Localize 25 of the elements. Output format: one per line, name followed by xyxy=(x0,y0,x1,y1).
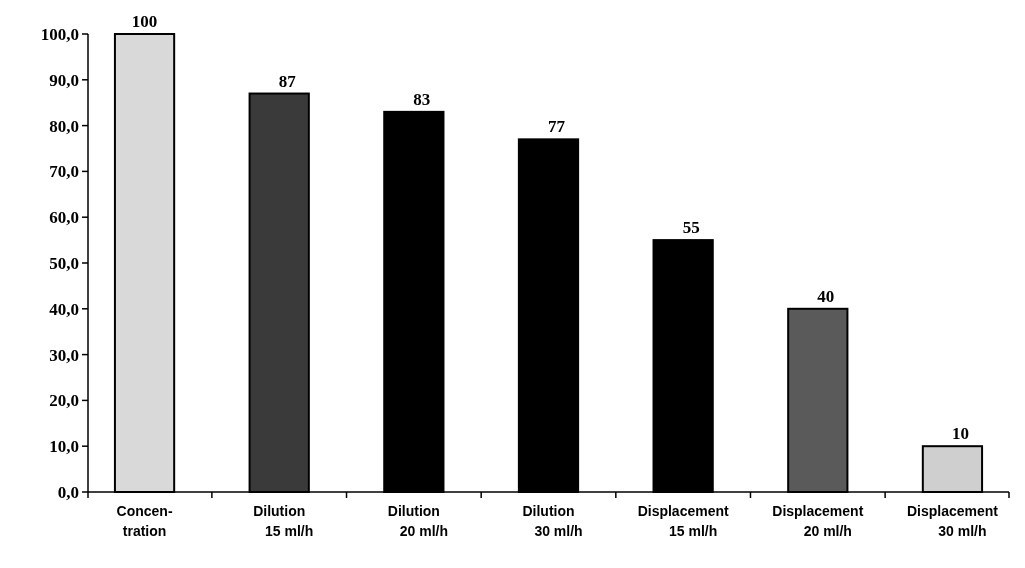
y-tick-label: 50,0 xyxy=(49,253,79,273)
x-tick-label: Concen- tration xyxy=(116,503,173,539)
y-tick-label: 100,0 xyxy=(40,24,79,44)
data-label: 10 xyxy=(951,424,969,444)
data-label: 55 xyxy=(682,218,700,238)
data-label: 87 xyxy=(278,71,297,91)
x-tick-label: Dilution 15 ml/h xyxy=(253,503,314,539)
data-label: 83 xyxy=(413,89,431,109)
x-tick-label: Displacement 20 ml/h xyxy=(772,503,864,539)
y-tick-label: 70,0 xyxy=(49,162,79,182)
y-tick-label: 80,0 xyxy=(49,116,79,136)
x-tick-label: Displacement 15 ml/h xyxy=(637,503,729,539)
y-tick-label: 10,0 xyxy=(49,437,79,457)
y-tick-label: 20,0 xyxy=(49,391,79,411)
y-tick-label: 90,0 xyxy=(49,70,79,90)
x-tick-label: Dilution 20 ml/h xyxy=(387,503,448,539)
x-tick-label: Dilution 30 ml/h xyxy=(522,503,583,539)
y-tick-label: 30,0 xyxy=(49,345,79,365)
data-label: 77 xyxy=(548,117,566,137)
x-tick-label: Displacement 30 ml/h xyxy=(906,503,999,539)
y-tick-label: 60,0 xyxy=(49,208,79,228)
y-tick-label: 0,0 xyxy=(57,482,79,502)
data-label: 40 xyxy=(817,286,835,306)
data-label: 100 xyxy=(131,12,158,31)
y-tick-label: 40,0 xyxy=(49,299,79,319)
